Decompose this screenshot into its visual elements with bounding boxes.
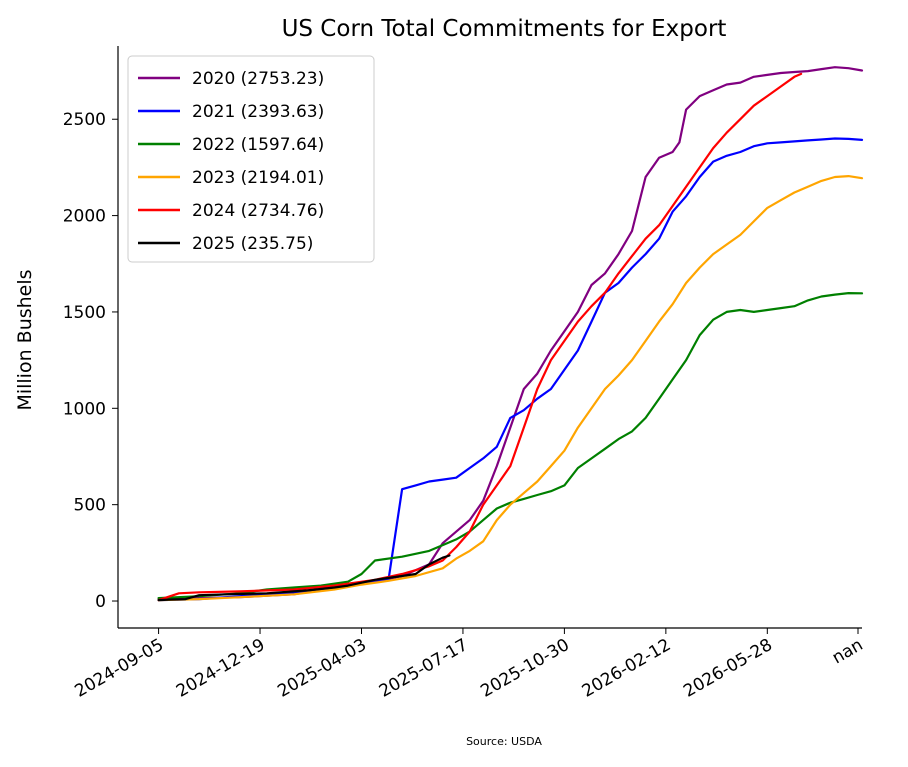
- y-tick-label: 0: [95, 592, 106, 612]
- y-tick-label: 2500: [63, 110, 106, 130]
- x-tick-label: nan: [829, 635, 867, 668]
- chart-title: US Corn Total Commitments for Export: [282, 16, 727, 42]
- series-lines: [157, 66, 864, 602]
- legend-label: 2024 (2734.76): [192, 201, 324, 221]
- x-tick-label: 2024-09-05: [72, 635, 168, 702]
- x-tick-label: 2025-07-17: [376, 635, 472, 702]
- legend-label: 2020 (2753.23): [192, 69, 324, 89]
- x-tick-label: 2025-10-30: [477, 635, 573, 702]
- series-line: [157, 292, 864, 600]
- x-tick-label: 2026-05-28: [680, 635, 776, 702]
- legend-label: 2022 (1597.64): [192, 135, 324, 155]
- series-line: [157, 554, 451, 602]
- x-tick-label: 2026-02-12: [579, 635, 675, 702]
- y-axis-label: Million Bushels: [14, 269, 36, 410]
- legend-label: 2023 (2194.01): [192, 168, 324, 188]
- x-tick-label: 2024-12-19: [173, 635, 269, 702]
- legend-box: [127, 55, 375, 263]
- x-tick-label: 2025-04-03: [274, 635, 370, 702]
- y-tick-label: 500: [74, 496, 106, 516]
- y-tick-label: 2000: [63, 207, 106, 227]
- source-note: Source: USDA: [466, 735, 542, 748]
- series-line: [157, 137, 864, 602]
- legend-label: 2025 (235.75): [192, 234, 313, 254]
- y-tick-label: 1000: [63, 399, 106, 419]
- series-line: [157, 175, 864, 602]
- legend: 2020 (2753.23) 2021 (2393.63) 2022 (1597.6…: [127, 55, 375, 263]
- legend-label: 2021 (2393.63): [192, 102, 324, 122]
- y-tick-label: 1500: [63, 303, 106, 323]
